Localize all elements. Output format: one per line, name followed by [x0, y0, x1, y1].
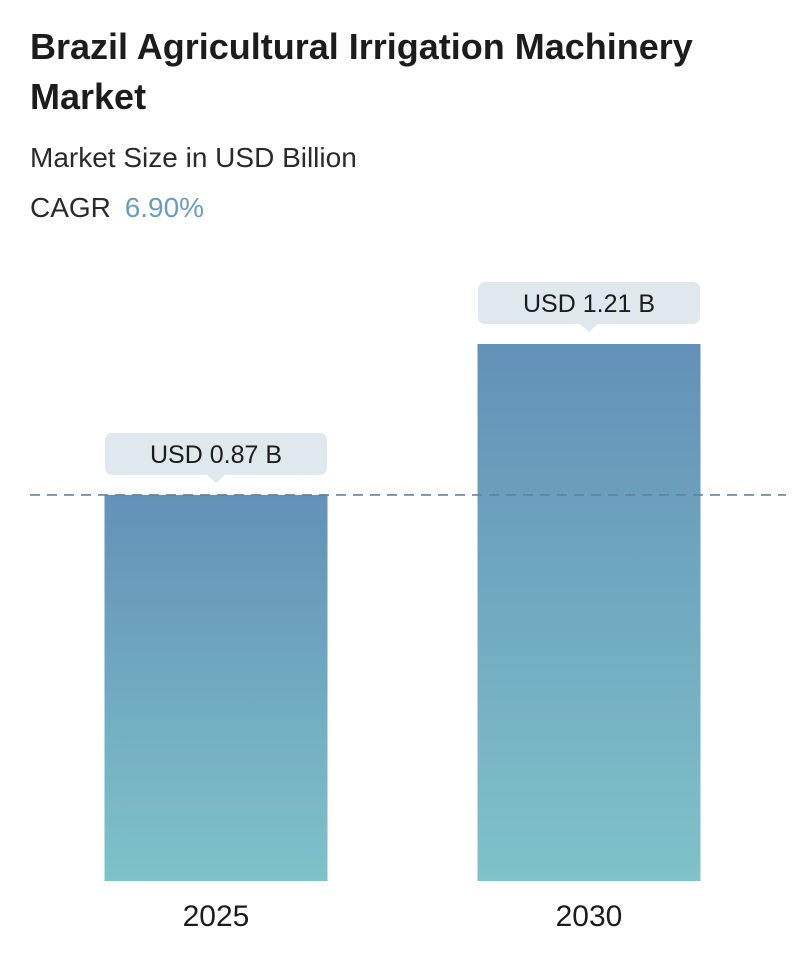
- cagr-label: CAGR: [30, 192, 111, 223]
- data-label-2025: USD 0.87 B: [105, 432, 327, 483]
- cagr-line: CAGR 6.90%: [30, 188, 204, 228]
- x-tick-label-2030: 2030: [556, 900, 623, 933]
- data-label-pointer: [207, 474, 225, 483]
- x-tick-label-2025: 2025: [183, 900, 250, 933]
- data-labels-group: USD 0.87 B USD 1.21 B: [105, 282, 700, 483]
- bar-2030: [477, 344, 701, 881]
- chart-title: Brazil Agricultural Irrigation Machinery…: [30, 26, 693, 117]
- data-label-pointer: [580, 324, 598, 332]
- chart-subtitle: Market Size in USD Billion: [30, 142, 357, 173]
- bar-2025: [104, 494, 328, 881]
- x-axis-ticks: 2025 2030: [183, 900, 623, 933]
- data-label-text: USD 0.87 B: [150, 441, 282, 469]
- cagr-value: 6.90%: [124, 192, 205, 223]
- data-label-box: [105, 432, 327, 475]
- data-label-text: USD 1.21 B: [523, 290, 655, 318]
- data-label-2030: USD 1.21 B: [478, 282, 700, 332]
- bars-group: [104, 344, 701, 881]
- data-label-box: [478, 282, 700, 324]
